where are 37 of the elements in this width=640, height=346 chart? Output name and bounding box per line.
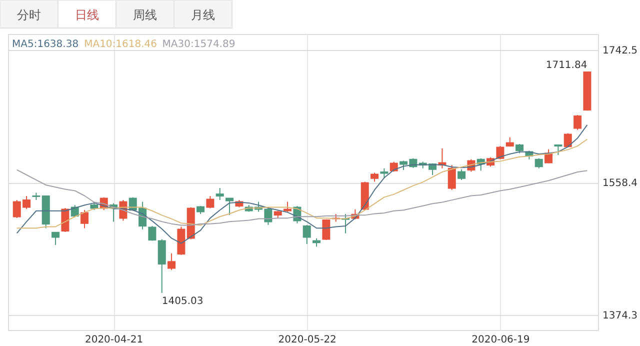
y-tick-label: 1374.3 — [602, 310, 638, 322]
candlestick — [206, 195, 214, 209]
candlestick — [216, 187, 224, 200]
candlestick — [380, 168, 388, 179]
line-series — [16, 138, 588, 229]
x-tick-label: 2020-04-21 — [84, 334, 144, 346]
candlestick — [226, 198, 234, 216]
candlestick — [61, 207, 70, 233]
candlestick — [148, 225, 156, 242]
text: MA30:1574.89 — [162, 39, 236, 50]
candlestick — [448, 164, 456, 190]
annotation: 1405.03 — [162, 296, 204, 307]
candlestick — [496, 146, 504, 160]
candlestick — [52, 232, 60, 246]
line-series — [16, 169, 588, 226]
line-series — [16, 124, 588, 244]
candlestick — [554, 144, 562, 156]
candlestick — [564, 132, 572, 148]
candlestick — [516, 143, 524, 154]
y-tick-label: 1558.4 — [602, 178, 638, 190]
candlestick — [80, 210, 89, 229]
y-tick-label: 1742.5 — [602, 45, 638, 56]
candlestick — [534, 158, 543, 169]
candlestick — [458, 168, 466, 180]
candlestick — [158, 238, 166, 294]
x-tick-label: 2020-06-19 — [472, 334, 530, 346]
candlestick — [168, 252, 176, 271]
text: 周线 — [133, 8, 157, 22]
text: MA5:1638.38 — [12, 39, 79, 50]
text: 日线 — [75, 8, 99, 22]
text: 分时 — [17, 8, 41, 22]
candlestick — [574, 114, 582, 130]
x-tick-label: 2020-05-22 — [278, 334, 336, 346]
candlestick — [302, 224, 311, 244]
annotation: 1711.84 — [546, 60, 588, 72]
text: 月线 — [191, 8, 215, 22]
text: MA10:1618.46 — [84, 39, 158, 50]
